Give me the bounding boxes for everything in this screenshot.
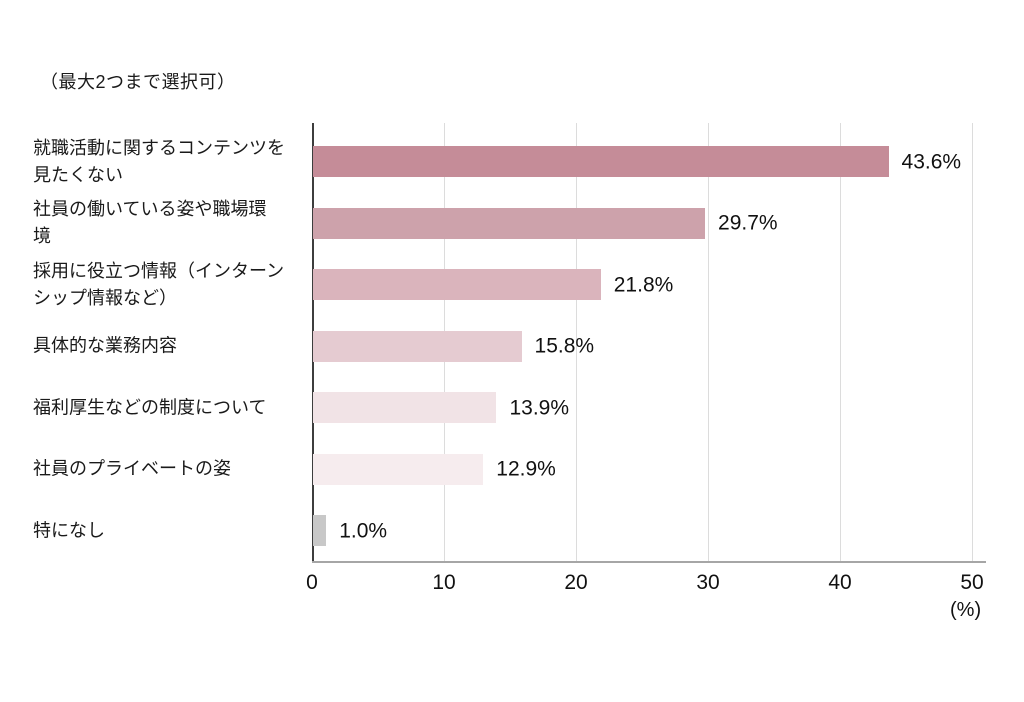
gridline xyxy=(840,123,841,561)
x-tick-label: 40 xyxy=(828,571,852,594)
gridline xyxy=(708,123,709,561)
value-label: 12.9% xyxy=(496,457,556,481)
category-label: 就職活動に関するコンテンツを 見たくない xyxy=(33,137,285,185)
value-label: 15.8% xyxy=(534,334,595,358)
value-axis-line xyxy=(312,561,986,563)
x-tick-label: 50 xyxy=(960,571,984,594)
category-label: 社員のプライベートの姿 xyxy=(33,458,231,479)
x-tick-label: 20 xyxy=(564,571,588,594)
bar xyxy=(313,269,601,301)
category-label: 福利厚生などの制度について xyxy=(33,397,267,418)
x-axis-unit-label: (%) xyxy=(950,599,982,621)
gridline xyxy=(576,123,577,561)
bar xyxy=(313,392,497,424)
category-label: 具体的な業務内容 xyxy=(33,335,177,356)
chart-note: （最大2つまで選択可） xyxy=(40,72,236,92)
category-label: 採用に役立つ情報（インターン シップ情報など） xyxy=(33,260,285,308)
x-tick-label: 10 xyxy=(432,571,456,594)
x-tick-label: 0 xyxy=(306,571,318,594)
category-label: 特になし xyxy=(33,520,105,541)
value-label: 43.6% xyxy=(901,150,962,174)
gridline xyxy=(972,123,973,561)
bar xyxy=(313,146,889,178)
value-label: 1.0% xyxy=(339,519,388,543)
x-tick-label: 30 xyxy=(696,571,720,594)
category-label: 社員の働いている姿や職場環 境 xyxy=(33,199,267,247)
bar xyxy=(313,330,522,362)
bar xyxy=(313,453,484,485)
value-label: 13.9% xyxy=(509,396,570,420)
value-label: 29.7% xyxy=(718,211,778,235)
bar xyxy=(313,515,327,547)
bar xyxy=(313,207,706,239)
value-label: 21.8% xyxy=(613,273,674,297)
